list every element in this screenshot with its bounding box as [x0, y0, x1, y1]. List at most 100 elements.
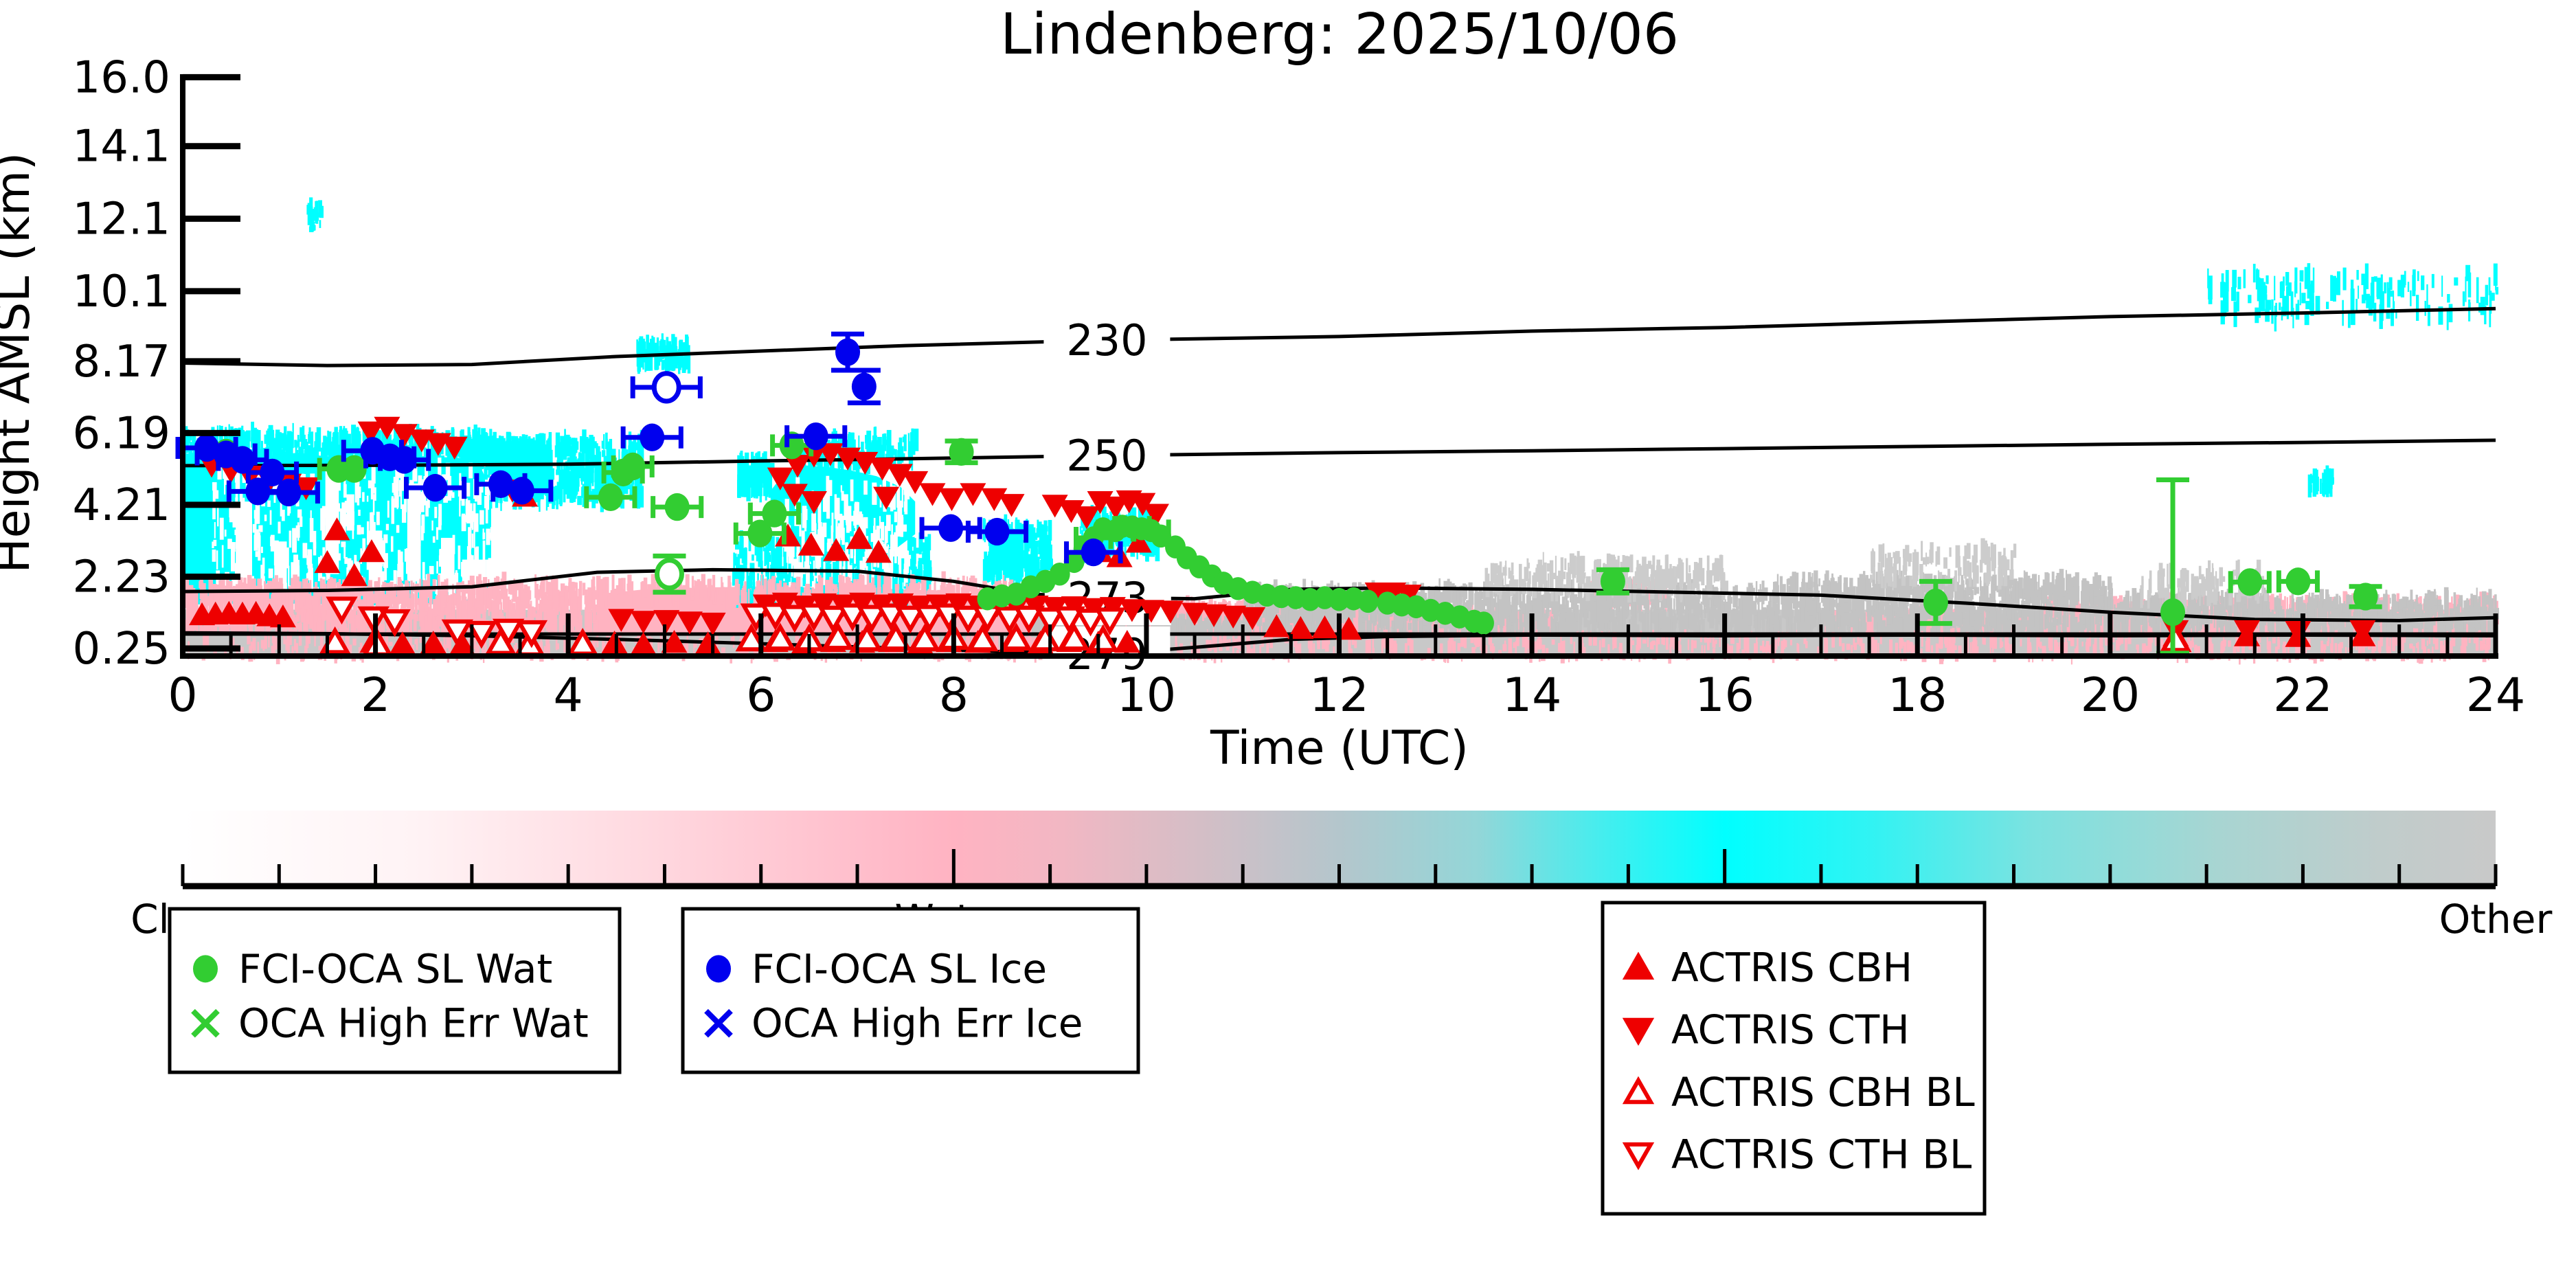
speckle [453, 593, 458, 606]
speckle [297, 607, 302, 615]
speckle [826, 493, 831, 519]
speckle [513, 447, 518, 458]
speckle [291, 562, 295, 585]
speckle [472, 440, 476, 451]
speckle [469, 451, 475, 473]
speckle [250, 583, 253, 610]
speckle [757, 587, 761, 600]
speckle [271, 578, 275, 598]
speckle [440, 455, 444, 462]
speckle [570, 595, 573, 612]
speckle [352, 523, 354, 539]
speckle [811, 557, 813, 568]
speckle [471, 555, 474, 566]
speckle [188, 431, 190, 452]
speckle [765, 541, 767, 558]
speckle [1127, 531, 1130, 547]
speckle [284, 426, 287, 451]
speckle [461, 515, 466, 532]
speckle [802, 545, 804, 572]
speckle [563, 615, 565, 623]
speckle [1038, 521, 1042, 538]
speckle [260, 449, 263, 457]
speckle [260, 440, 263, 454]
speckle [831, 512, 834, 532]
speckle [189, 442, 193, 462]
speckle [287, 433, 291, 448]
speckle [2225, 270, 2229, 292]
speckle [831, 525, 834, 544]
speckle [411, 559, 416, 575]
speckle [1026, 556, 1030, 581]
speckle [429, 565, 434, 574]
speckle [214, 490, 219, 499]
speckle [347, 612, 350, 638]
speckle [646, 354, 650, 368]
speckle [342, 428, 348, 448]
speckle [704, 585, 708, 598]
speckle [410, 601, 414, 620]
speckle [452, 534, 455, 554]
speckle [629, 580, 631, 593]
speckle [254, 515, 257, 533]
speckle [1043, 520, 1048, 541]
speckle [227, 539, 232, 550]
speckle [486, 559, 491, 584]
speckle [636, 478, 642, 494]
speckle [986, 556, 989, 581]
speckle [552, 492, 556, 506]
speckle [366, 586, 371, 608]
speckle [538, 472, 540, 492]
speckle [433, 611, 435, 631]
speckle [809, 451, 813, 477]
speckle [593, 624, 597, 637]
speckle [395, 466, 399, 491]
speckle [2256, 268, 2258, 278]
speckle [492, 600, 497, 620]
speckle [379, 545, 383, 567]
speckle [993, 542, 997, 562]
speckle [185, 578, 190, 593]
speckle [573, 605, 578, 627]
speckle [747, 469, 752, 482]
speckle [914, 442, 916, 455]
speckle [440, 589, 444, 612]
speckle [488, 446, 493, 458]
speckle [255, 551, 259, 557]
speckle [1011, 521, 1013, 532]
speckle [865, 549, 867, 561]
speckle [278, 521, 281, 534]
speckle [577, 495, 583, 506]
speckle [497, 594, 502, 605]
speckle [865, 566, 868, 585]
speckle [294, 578, 297, 595]
speckle [337, 503, 341, 512]
speckle [598, 462, 602, 481]
speckle [310, 615, 314, 629]
speckle [379, 591, 384, 602]
speckle [391, 536, 394, 552]
speckle-band [306, 197, 324, 233]
speckle [592, 455, 596, 468]
speckle [869, 444, 874, 454]
speckle [1030, 558, 1036, 585]
speckle [235, 497, 238, 505]
speckle [587, 615, 590, 642]
speckle [552, 588, 556, 595]
speckle [759, 585, 764, 595]
speckle [256, 444, 260, 462]
speckle [754, 541, 758, 556]
speckle [242, 497, 245, 511]
speckle [746, 476, 751, 501]
speckle [784, 499, 789, 515]
speckle [508, 586, 511, 594]
speckle [896, 484, 901, 508]
speckle [432, 536, 436, 543]
speckle [185, 596, 187, 609]
speckle [2363, 278, 2366, 301]
speckle [835, 519, 838, 543]
speckle [260, 546, 263, 554]
speckle [491, 585, 494, 599]
speckle [354, 554, 357, 568]
speckle [596, 443, 598, 451]
